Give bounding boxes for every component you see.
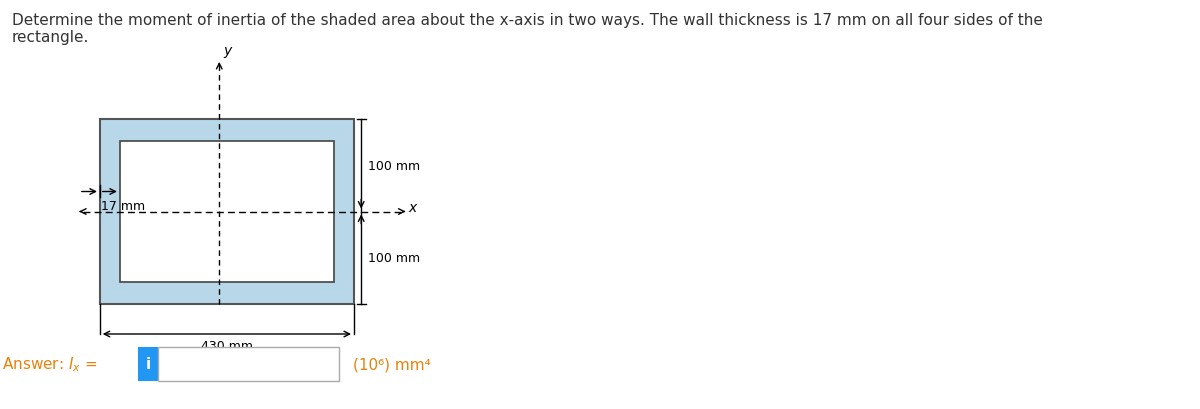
Text: Determine the moment of inertia of the shaded area about the x-axis in two ways.: Determine the moment of inertia of the s… [12, 13, 1043, 45]
Text: 17 mm: 17 mm [101, 200, 145, 213]
Bar [158, 347, 340, 381]
Text: i: i [145, 357, 150, 372]
Bar [100, 120, 354, 304]
Text: 100 mm: 100 mm [368, 252, 420, 265]
Text: y: y [223, 44, 232, 58]
Text: 100 mm: 100 mm [368, 160, 420, 172]
Text: 430 mm: 430 mm [200, 339, 253, 352]
Text: x: x [408, 201, 416, 215]
Text: Answer: $I_x$ =: Answer: $I_x$ = [2, 355, 97, 373]
Text: (10⁶) mm⁴: (10⁶) mm⁴ [353, 357, 431, 372]
Bar [120, 142, 334, 282]
Bar [138, 347, 158, 381]
